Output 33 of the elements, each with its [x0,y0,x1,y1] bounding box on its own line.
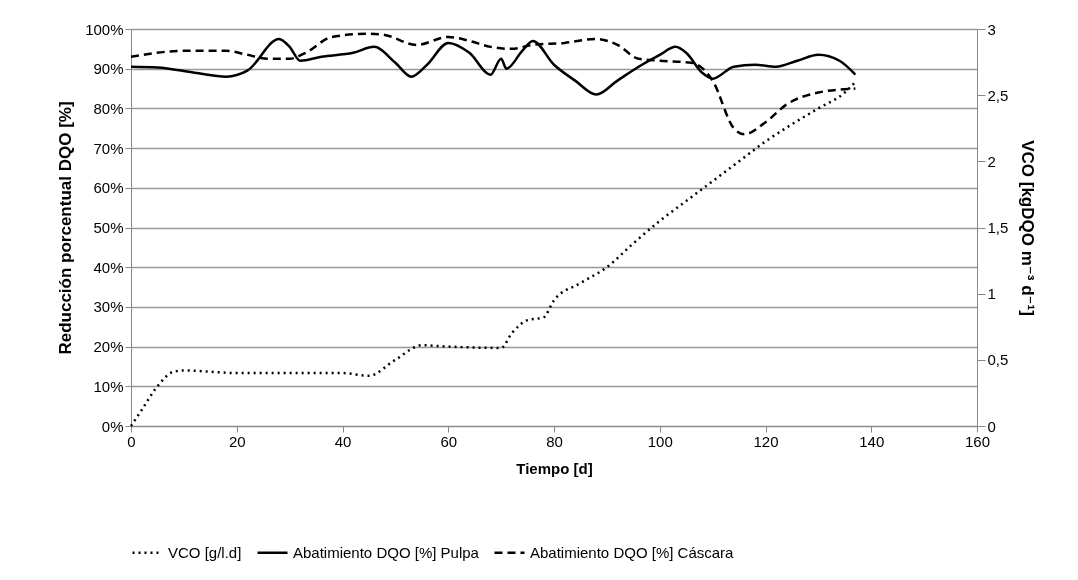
y-axis-title: Reducción porcentual DQO [%] [56,101,76,355]
legend-label: Abatimiento DQO [%] Pulpa [293,543,480,561]
x-tick-label: 0 [127,432,136,450]
x-tick-label: 80 [546,432,563,450]
y-tick-label: 30% [93,298,124,316]
y2-tick-label: 2 [987,152,996,170]
y2-tick-label: 1,5 [987,219,1009,236]
y-tick-label: 90% [93,60,124,78]
y-tick-label: 50% [93,219,124,236]
y-tick-label: 40% [93,258,124,276]
y-tick-label: 80% [93,99,124,117]
x-tick-label: 60 [440,432,458,450]
x-axis-title: Tiempo [d] [516,459,593,477]
y2-axis-title: VCO [kgDQO m⁻³ d⁻¹] [1018,140,1038,316]
x-tick-label: 20 [228,432,246,450]
y2-tick-label: 2,5 [987,86,1009,104]
x-tick-label: 140 [859,432,885,450]
y2-tick-label: 3 [987,20,996,38]
y2-tick-label: 1 [987,285,996,303]
legend-label: VCO [g/l.d] [168,543,242,561]
x-tick-label: 100 [647,432,673,450]
y-tick-label: 60% [93,179,124,197]
y-tick-label: 20% [93,338,124,356]
y-tick-label: 10% [93,377,124,395]
y-tick-label: 100% [85,20,124,38]
x-tick-label: 120 [753,432,779,450]
x-tick-label: 40 [334,432,352,450]
legend-label: Abatimiento DQO [%] Cáscara [530,543,735,561]
y2-tick-label: 0,5 [987,351,1009,369]
x-tick-label: 160 [964,432,991,450]
y-tick-label: 70% [93,139,124,157]
y2-tick-label: 0 [987,417,996,435]
y-tick-label: 0% [101,417,124,435]
